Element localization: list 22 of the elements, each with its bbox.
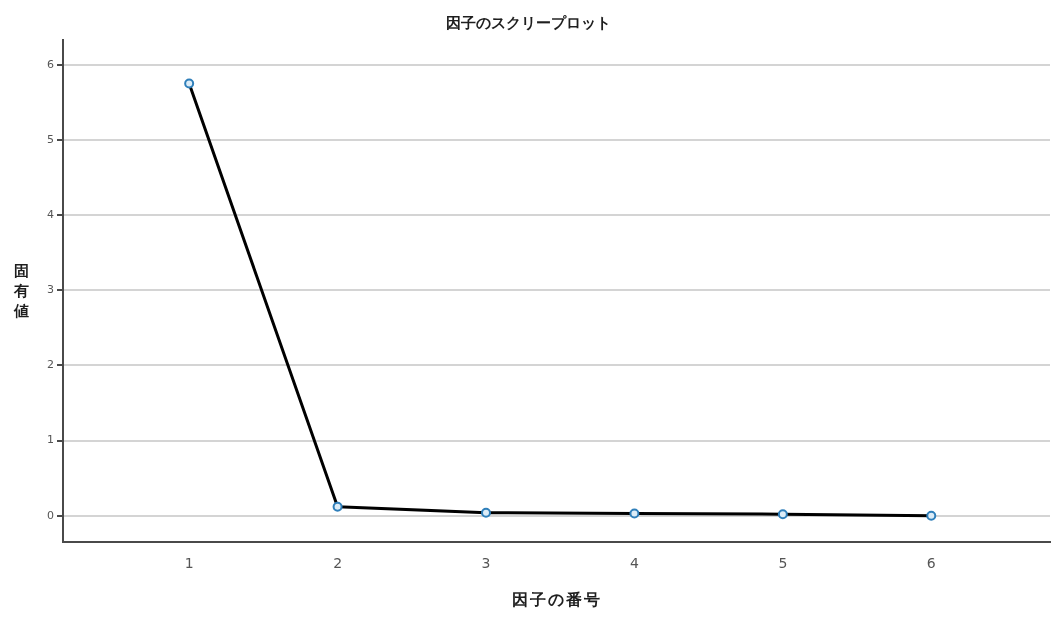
point: [777, 509, 788, 520]
y-tick-label: 4: [47, 207, 54, 221]
point: [629, 508, 640, 519]
y-tick-label: 6: [47, 57, 54, 71]
chart-title: 因子のスクリープロット: [446, 14, 611, 32]
y-tick-label: 5: [47, 132, 54, 146]
x-tick-label: 6: [926, 555, 936, 572]
y-tick-label: 3: [47, 283, 54, 297]
y-tick-label: 1: [47, 433, 54, 447]
x-tick-label: 1: [184, 555, 194, 572]
y-tick-label: 2: [47, 358, 54, 372]
x-axis-title: 因子の番号: [511, 590, 602, 609]
x-tick-label: 4: [629, 555, 639, 572]
y-axis-title: 固有値: [14, 261, 29, 321]
y-tick-label: 0: [47, 508, 54, 522]
x-tick-label: 2: [333, 555, 343, 572]
point: [481, 507, 491, 518]
point: [332, 501, 343, 512]
point: [926, 510, 937, 521]
x-tick-label: 5: [778, 555, 788, 572]
point: [184, 78, 195, 89]
x-tick-label: 3: [481, 555, 491, 572]
